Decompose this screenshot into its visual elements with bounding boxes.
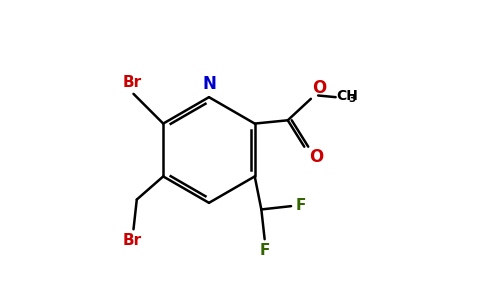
Text: Br: Br <box>122 233 141 248</box>
Text: O: O <box>309 148 323 166</box>
Text: CH: CH <box>337 88 359 103</box>
Text: F: F <box>259 243 270 258</box>
Text: 3: 3 <box>348 94 355 104</box>
Text: O: O <box>313 79 327 97</box>
Text: Br: Br <box>122 75 141 90</box>
Text: N: N <box>202 75 216 93</box>
Text: F: F <box>296 198 306 213</box>
